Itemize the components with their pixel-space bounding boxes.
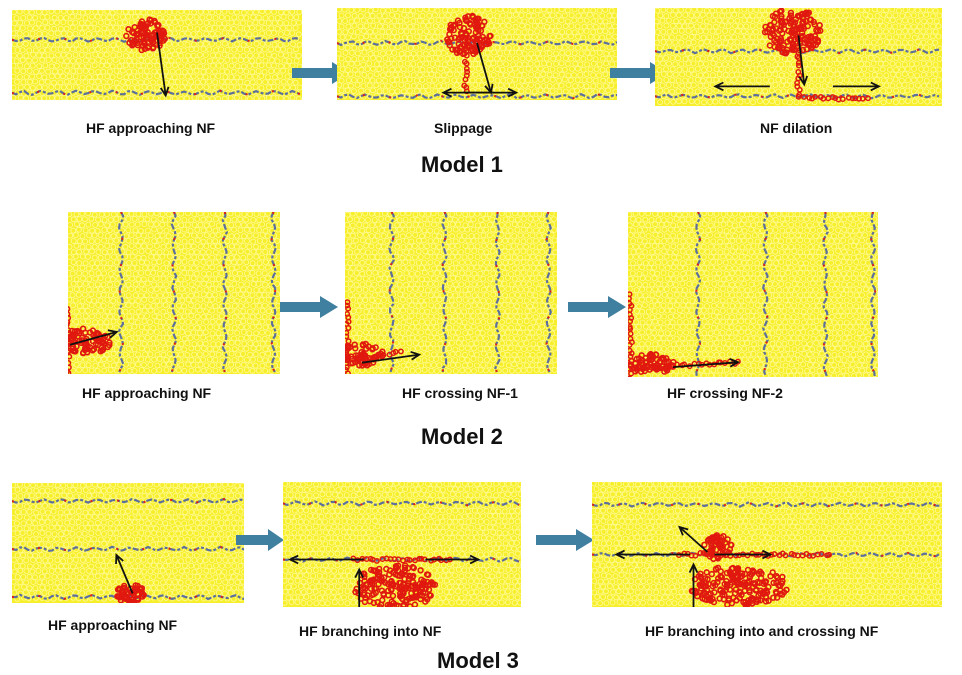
model1-panel-dilation xyxy=(655,8,942,106)
natural-fracture xyxy=(337,92,617,100)
hydraulic-fracture-cluster xyxy=(352,562,439,607)
model1-panel-slippage xyxy=(337,8,617,100)
natural-fracture-break xyxy=(592,551,941,558)
direction-arrow xyxy=(614,549,690,560)
direction-arrow xyxy=(425,554,481,565)
natural-fracture-break xyxy=(592,501,941,508)
direction-arrow xyxy=(797,35,809,87)
hydraulic-fracture-path xyxy=(794,43,803,100)
model2-panel-approaching xyxy=(68,212,280,374)
natural-fracture-break xyxy=(869,212,877,377)
hydraulic-fracture-path xyxy=(800,93,871,103)
natural-fracture-break xyxy=(762,212,769,377)
grain-pattern xyxy=(345,212,557,374)
natural-fracture-break xyxy=(170,212,178,373)
hydraulic-fracture-path xyxy=(68,306,73,374)
model2-caption-crossing2: HF crossing NF-2 xyxy=(667,385,783,401)
direction-arrow xyxy=(688,562,699,607)
model2-panel-crossing2 xyxy=(628,212,878,377)
direction-arrow xyxy=(288,554,364,565)
natural-fracture xyxy=(12,593,244,601)
natural-fracture xyxy=(494,212,502,373)
direction-arrow xyxy=(156,32,170,98)
model1-caption-dilation: NF dilation xyxy=(760,120,833,136)
model3-caption-branching-crossing: HF branching into and crossing NF xyxy=(645,623,879,639)
natural-fracture-break xyxy=(441,212,448,372)
natural-fracture-break xyxy=(270,212,277,373)
hydraulic-fracture-cluster xyxy=(114,582,147,603)
model3-panel-approaching xyxy=(12,483,244,603)
hydraulic-fracture-path xyxy=(461,41,471,95)
natural-fracture-break xyxy=(221,212,228,373)
direction-arrow xyxy=(714,549,773,560)
hydraulic-fracture-path xyxy=(345,299,352,374)
direction-arrow xyxy=(354,567,364,607)
model3-title: Model 3 xyxy=(437,648,519,673)
model1-caption-slippage: Slippage xyxy=(434,120,493,136)
model3-panel-branching xyxy=(283,482,521,607)
hydraulic-fracture-path xyxy=(628,291,635,377)
model2-flow-arrow-1 xyxy=(280,296,338,318)
direction-arrow xyxy=(115,553,134,594)
model1-title: Model 1 xyxy=(421,152,503,177)
model2-flow-arrow-2 xyxy=(568,296,626,318)
direction-arrow xyxy=(677,525,709,553)
natural-fracture xyxy=(12,545,244,553)
natural-fracture-break xyxy=(388,212,395,373)
grain-pattern xyxy=(283,482,521,607)
hydraulic-fracture-path xyxy=(363,348,404,363)
natural-fracture xyxy=(12,497,244,504)
natural-fracture-break xyxy=(117,212,125,373)
direction-arrow xyxy=(832,81,881,92)
model3-flow-arrow-1 xyxy=(236,529,284,551)
model3-caption-branching: HF branching into NF xyxy=(299,623,442,639)
model1-caption-approaching: HF approaching NF xyxy=(86,120,216,136)
natural-fracture-break xyxy=(494,212,502,373)
model2-panel-crossing1 xyxy=(345,212,557,374)
hydraulic-fracture-cluster xyxy=(628,350,677,375)
model1-flow-arrow-1 xyxy=(292,62,350,84)
direction-arrow xyxy=(361,350,422,364)
direction-arrow xyxy=(69,329,119,346)
model2-caption-approaching: HF approaching NF xyxy=(82,385,212,401)
natural-fracture-break xyxy=(822,212,829,377)
natural-fracture-break xyxy=(655,48,940,55)
natural-fracture-break xyxy=(545,212,552,373)
model3-flow-arrow-2 xyxy=(536,529,594,551)
grain-pattern xyxy=(12,10,302,100)
model3-caption-approaching: HF approaching NF xyxy=(48,617,178,633)
direction-arrow xyxy=(672,358,741,368)
hydraulic-fracture-cluster xyxy=(688,564,790,607)
natural-fracture xyxy=(655,93,940,100)
grain-pattern xyxy=(655,8,942,106)
natural-fracture xyxy=(12,36,301,43)
natural-fracture xyxy=(283,500,520,507)
grain-pattern xyxy=(12,483,244,602)
natural-fracture-break xyxy=(694,212,702,377)
model2-caption-crossing1: HF crossing NF-1 xyxy=(402,385,518,401)
natural-fracture xyxy=(12,89,301,96)
hydraulic-fracture-cluster xyxy=(123,16,169,54)
direction-arrow xyxy=(463,87,519,98)
model1-panel-approaching xyxy=(12,10,302,100)
model3-panel-branching-crossing xyxy=(592,482,942,607)
model2-title: Model 2 xyxy=(421,424,503,449)
direction-arrow xyxy=(713,81,770,92)
model1-flow-arrow-2 xyxy=(610,62,668,84)
hydraulic-fracture-cluster xyxy=(701,532,735,563)
